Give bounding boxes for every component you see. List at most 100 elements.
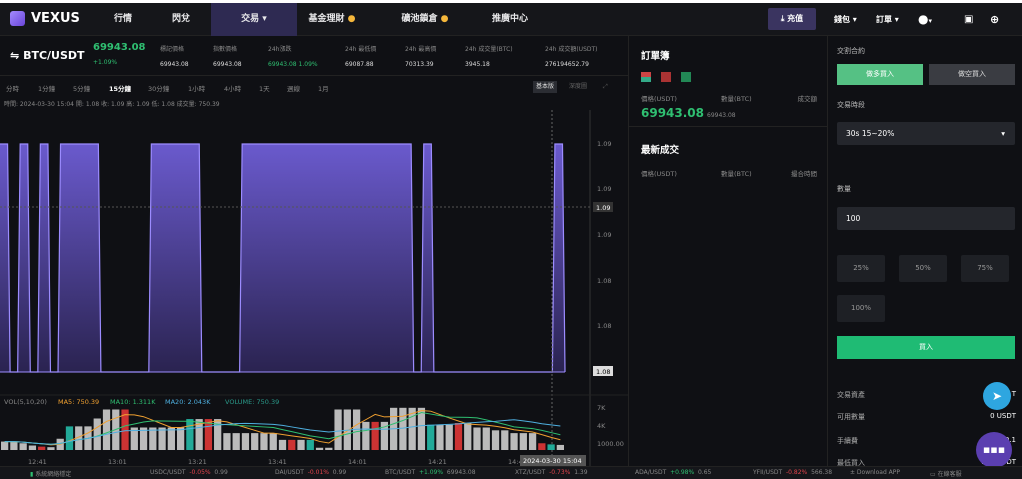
nav-referral[interactable]: 推廣中心 xyxy=(491,14,528,24)
bids-icon[interactable] xyxy=(681,72,691,82)
user-icon[interactable]: ●▾ xyxy=(918,12,932,26)
nav-pool[interactable]: 礦池鎖倉 ● xyxy=(390,3,460,36)
long-button[interactable]: 做多買入 xyxy=(837,64,923,85)
timeframe-tab[interactable]: 15分鐘 xyxy=(109,85,132,93)
stat-value: 69943.08 xyxy=(160,61,189,68)
volume-bar xyxy=(28,445,37,450)
ticker-item[interactable]: XTZ/USDT -0.73% 1.39 xyxy=(515,469,588,476)
volume-bar xyxy=(75,426,83,450)
timeframe-tab[interactable]: 1小時 xyxy=(188,85,206,93)
timeframe-tab[interactable]: 30分鐘 xyxy=(148,85,170,93)
support-link[interactable]: ▭ 在線客服 xyxy=(930,471,962,478)
pct-75-button[interactable]: 75% xyxy=(961,255,1009,282)
stat-label: 標記價格 xyxy=(160,46,185,53)
price-chart[interactable]: 1.091.091.091.091.081.081.081.091.08VOL(… xyxy=(0,110,628,466)
deposit-button[interactable]: ⤓ 充值 xyxy=(768,8,816,30)
fullscreen-icon[interactable]: ⤢ xyxy=(603,83,608,90)
timeframe-tab[interactable]: 5分鐘 xyxy=(73,85,91,93)
orderbook-view-toggle xyxy=(641,72,691,82)
volume-bar xyxy=(93,418,101,450)
nav-trade[interactable]: 交易 ▾ xyxy=(211,3,297,36)
stat-value: 276194652.79 xyxy=(545,61,589,68)
chat-icon[interactable]: ▪▪▪ xyxy=(976,432,1012,468)
volume-bar xyxy=(47,447,55,450)
ticker-change: -0.05% xyxy=(189,469,211,476)
pair-selector[interactable]: ⇋ BTC/USDT xyxy=(10,49,85,62)
volume-bar xyxy=(102,409,111,450)
timeframe-tab[interactable]: 1分鐘 xyxy=(38,85,56,93)
volume-bar xyxy=(306,439,314,450)
download-icon: ⤓ xyxy=(780,14,785,23)
timeframe-tab[interactable]: 1天 xyxy=(259,85,270,93)
stat-label: 24h 成交量(BTC) xyxy=(465,46,513,53)
globe-icon[interactable]: ⊕ xyxy=(990,13,1000,26)
crosshair-time-tag xyxy=(520,455,586,466)
nav-market[interactable]: 行情 xyxy=(113,14,132,24)
volume-bar xyxy=(232,433,240,450)
nav-swap[interactable]: 閃兌 xyxy=(171,14,190,24)
fee-label: 手續費 xyxy=(837,437,858,445)
app-download-icon[interactable]: ▣ xyxy=(964,14,974,25)
volume-bar xyxy=(491,430,500,450)
stat-label: 24h 成交額(USDT) xyxy=(545,46,598,53)
view-depth[interactable]: 深度圖 xyxy=(569,83,588,90)
pct-100-button[interactable]: 100% xyxy=(837,295,885,322)
ma20-line xyxy=(4,419,561,445)
logo[interactable]: VEXUS xyxy=(10,11,80,26)
orders-menu[interactable]: 訂單 ▾ xyxy=(876,15,899,24)
ma5-line xyxy=(4,410,561,446)
short-button[interactable]: 做空買入 xyxy=(929,64,1015,85)
pct-25-button[interactable]: 25% xyxy=(837,255,885,282)
volume-bar xyxy=(38,446,46,450)
top-border xyxy=(0,0,1022,3)
volume-bar xyxy=(139,427,148,450)
asks-icon[interactable] xyxy=(661,72,671,82)
indicator-ma10: MA10: 1.311K xyxy=(110,398,156,406)
pct-50-button[interactable]: 50% xyxy=(899,255,947,282)
min-buy-label: 最低買入 xyxy=(837,459,865,467)
contract-label: 交割合約 xyxy=(837,47,865,55)
timeframe-tab[interactable]: 4小時 xyxy=(224,85,242,93)
wallet-menu[interactable]: 錢包 ▾ xyxy=(834,15,857,24)
stat: 24h 最高價 70313.39 xyxy=(405,44,436,68)
ticker-item[interactable]: ADA/USDT +0.98% 0.65 xyxy=(635,469,711,476)
indicator-ma5: MA5: 750.39 xyxy=(58,398,99,406)
volume-bar xyxy=(176,427,185,450)
buy-button[interactable]: 買入 xyxy=(837,336,1015,359)
volume-bar xyxy=(482,427,490,450)
ticker-item[interactable]: BTC/USDT +1.09% 69943.08 xyxy=(385,469,476,476)
ticker-item[interactable]: USDC/USDT -0.05% 0.99 xyxy=(150,469,228,476)
ticker-item[interactable]: YFII/USDT -0.82% 566.38 xyxy=(753,469,832,476)
download-app-link[interactable]: ± Download APP xyxy=(850,469,901,476)
current-low-label: 1.08 xyxy=(596,368,610,376)
price-tick: 1.08 xyxy=(597,277,611,285)
stat: 24h 成交量(BTC) 3945.18 xyxy=(465,44,513,68)
volume-bar xyxy=(204,419,213,450)
network-status: ▮ 系統網絡穩定 xyxy=(30,469,71,478)
bottom-ticker: ▮ 系統網絡穩定 USDC/USDT -0.05% 0.99 DAI/USDT -… xyxy=(0,466,1022,479)
col-qty: 數量(BTC) xyxy=(721,95,752,103)
volume-bar xyxy=(1,441,9,450)
wallet-label: 錢包 xyxy=(834,15,850,24)
volume-bar xyxy=(334,409,342,450)
telegram-icon[interactable]: ➤ xyxy=(983,382,1011,410)
view-basic[interactable]: 基本版 xyxy=(533,81,558,93)
nav-fund[interactable]: 基金理財 ● xyxy=(297,3,367,36)
timeframe-tab[interactable]: 分時 xyxy=(6,85,19,93)
timeframe-tab[interactable]: 1月 xyxy=(318,85,329,93)
volume-bar xyxy=(121,409,129,450)
col-time: 撮合時間 xyxy=(791,170,817,178)
amount-input[interactable]: 100 xyxy=(837,207,1015,230)
available-value: 0 USDT xyxy=(990,412,1016,420)
crosshair-time: 2024-03-30 15:04 xyxy=(523,457,582,465)
col-total: 成交額 xyxy=(797,95,818,103)
price-tick: 1.09 xyxy=(597,231,611,239)
ticker-item[interactable]: DAI/USDT -0.01% 0.99 xyxy=(275,469,346,476)
stat: 標記價格 69943.08 xyxy=(160,44,189,68)
both-sides-icon[interactable] xyxy=(641,72,651,82)
ticker-price: 566.38 xyxy=(811,469,833,476)
stat-value: 70313.39 xyxy=(405,61,434,68)
period-select[interactable]: 30s 15~20% ▾ xyxy=(837,122,1015,145)
timeframe-tab[interactable]: 週線 xyxy=(287,85,300,93)
stat-value: 69943.08 xyxy=(213,61,242,68)
